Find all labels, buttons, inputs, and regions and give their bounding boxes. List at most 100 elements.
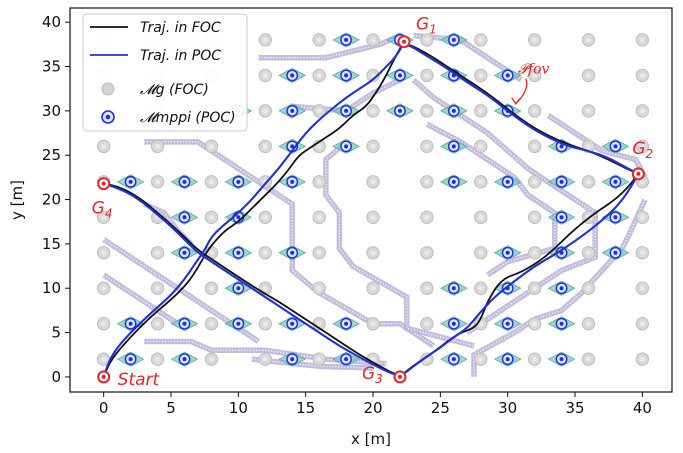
- mmppi-poc-point-core: [559, 215, 564, 220]
- mg-foc-point-core: [639, 179, 645, 185]
- goal-marker-core: [397, 374, 402, 379]
- mmppi-poc-point-core: [290, 73, 295, 78]
- x-axis-label: x [m]: [351, 430, 391, 448]
- mmppi-poc-point-core: [613, 215, 618, 220]
- mmppi-poc-point-core: [344, 108, 349, 113]
- mg-foc-point-core: [424, 37, 430, 43]
- x-tick-label: 40: [633, 399, 652, 417]
- trajectory-layer: [102, 43, 637, 378]
- mg-foc-point-core: [262, 250, 268, 256]
- y-tick-label: 10: [42, 279, 61, 297]
- mg-foc-point-core: [478, 179, 484, 185]
- mg-foc-point-core: [478, 37, 484, 43]
- mg-foc-point-core: [370, 108, 376, 114]
- y-tick-label: 0: [51, 368, 61, 386]
- map-wall-inner-13: [143, 203, 192, 245]
- mmppi-poc-point-core: [613, 144, 618, 149]
- mg-foc-point-core: [154, 250, 161, 256]
- mmppi-poc-point-core: [236, 215, 241, 220]
- mmppi-poc-point-core: [236, 321, 241, 326]
- mg-foc-point-core: [478, 72, 484, 78]
- legend-label-mg: 𝓜g (FOC): [140, 82, 209, 98]
- mg-foc-point-core: [370, 285, 376, 291]
- mmppi-poc-point-core: [290, 179, 295, 184]
- mmppi-poc-point-core: [236, 286, 241, 291]
- mg-foc-point-core: [101, 285, 107, 291]
- mmppi-poc-point-core: [451, 37, 456, 42]
- mg-foc-point-core: [478, 108, 484, 114]
- mg-foc-point-core: [532, 214, 538, 220]
- mmppi-poc-point-core: [290, 250, 295, 255]
- mmppi-poc-point-core: [559, 286, 564, 291]
- map-wall-inner-9: [547, 114, 646, 178]
- y-tick-label: 25: [42, 146, 61, 164]
- fov-arrowhead: [511, 97, 521, 105]
- mg-foc-point-core: [639, 143, 645, 149]
- map-wall-7: [411, 77, 598, 335]
- mg-foc-point-core: [370, 250, 376, 256]
- y-tick-label: 20: [42, 191, 61, 209]
- mg-foc-point-core: [478, 321, 484, 327]
- mmppi-poc-point-core: [451, 144, 456, 149]
- y-tick-label: 40: [42, 13, 61, 31]
- mg-foc-point-core: [262, 356, 268, 362]
- goal-marker-core: [101, 374, 106, 379]
- mg-foc-point-core: [532, 250, 538, 256]
- mmppi-poc-point-core: [613, 250, 618, 255]
- axes-layer: 0 5 10 15 20 25 30 35 40 0 5 10 15 20 25 30 35 40: [42, 13, 652, 417]
- mg-foc-point-core: [316, 250, 322, 256]
- mg-foc-point-core: [370, 356, 376, 362]
- mg-foc-point-core: [316, 108, 322, 114]
- legend-marker-gray: [101, 82, 115, 96]
- mmppi-poc-point-core: [505, 179, 510, 184]
- mg-foc-point-core: [639, 321, 645, 327]
- mmppi-poc-point-core: [559, 144, 564, 149]
- mg-foc-point-core: [316, 72, 322, 78]
- map-wall-inner-8: [426, 123, 556, 276]
- map-wall-inner-2: [144, 340, 387, 365]
- mg-foc-points: [96, 33, 650, 366]
- mg-foc-point-core: [532, 72, 538, 78]
- mmppi-poc-point-core: [344, 73, 349, 78]
- mg-foc-point-core: [208, 214, 215, 220]
- mg-foc-point-core: [208, 143, 215, 149]
- mg-foc-point-core: [639, 250, 645, 256]
- mmppi-poc-point-core: [451, 321, 456, 326]
- map-wall-1: [102, 272, 180, 326]
- mg-foc-point-core: [585, 356, 592, 362]
- mg-foc-point-core: [532, 143, 538, 149]
- x-tick-label: 15: [296, 399, 315, 417]
- mg-foc-point-core: [262, 214, 268, 220]
- mg-foc-point-core: [639, 37, 645, 43]
- mg-foc-point-core: [424, 321, 430, 327]
- legend-marker-blue-dot: [105, 114, 111, 120]
- mg-foc-point-core: [208, 285, 215, 291]
- mmppi-poc-point-core: [128, 357, 133, 362]
- mg-foc-point-core: [478, 250, 484, 256]
- mg-foc-point-core: [262, 143, 268, 149]
- mg-foc-point-core: [208, 179, 215, 185]
- mmppi-poc-point-core: [236, 250, 241, 255]
- trajectory-poc: [102, 44, 637, 378]
- y-tick-label: 15: [42, 235, 61, 253]
- goal-marker-core: [101, 181, 106, 186]
- mmppi-poc-point-core: [290, 321, 295, 326]
- mmppi-poc-point-core: [290, 357, 295, 362]
- mg-foc-point-core: [208, 321, 215, 327]
- mmppi-poc-point-core: [344, 321, 349, 326]
- goal-label-g2: G2: [632, 139, 653, 161]
- mmppi-poc-point-core: [182, 250, 187, 255]
- mmppi-poc-points: [116, 32, 630, 367]
- mg-foc-point-core: [532, 108, 538, 114]
- mg-foc-point-core: [154, 143, 161, 149]
- mg-foc-point-core: [585, 37, 592, 43]
- mmppi-poc-point-core: [182, 321, 187, 326]
- x-tick-label: 20: [363, 399, 382, 417]
- y-tick-label: 5: [51, 324, 61, 342]
- legend-label-mmppi: 𝓜mppi (POC): [140, 110, 236, 126]
- mg-foc-point-core: [262, 285, 268, 291]
- goal-label-g4: G4: [92, 199, 113, 221]
- mmppi-poc-point-core: [128, 179, 133, 184]
- x-tick-label: 30: [498, 399, 517, 417]
- map-layer: [102, 32, 648, 377]
